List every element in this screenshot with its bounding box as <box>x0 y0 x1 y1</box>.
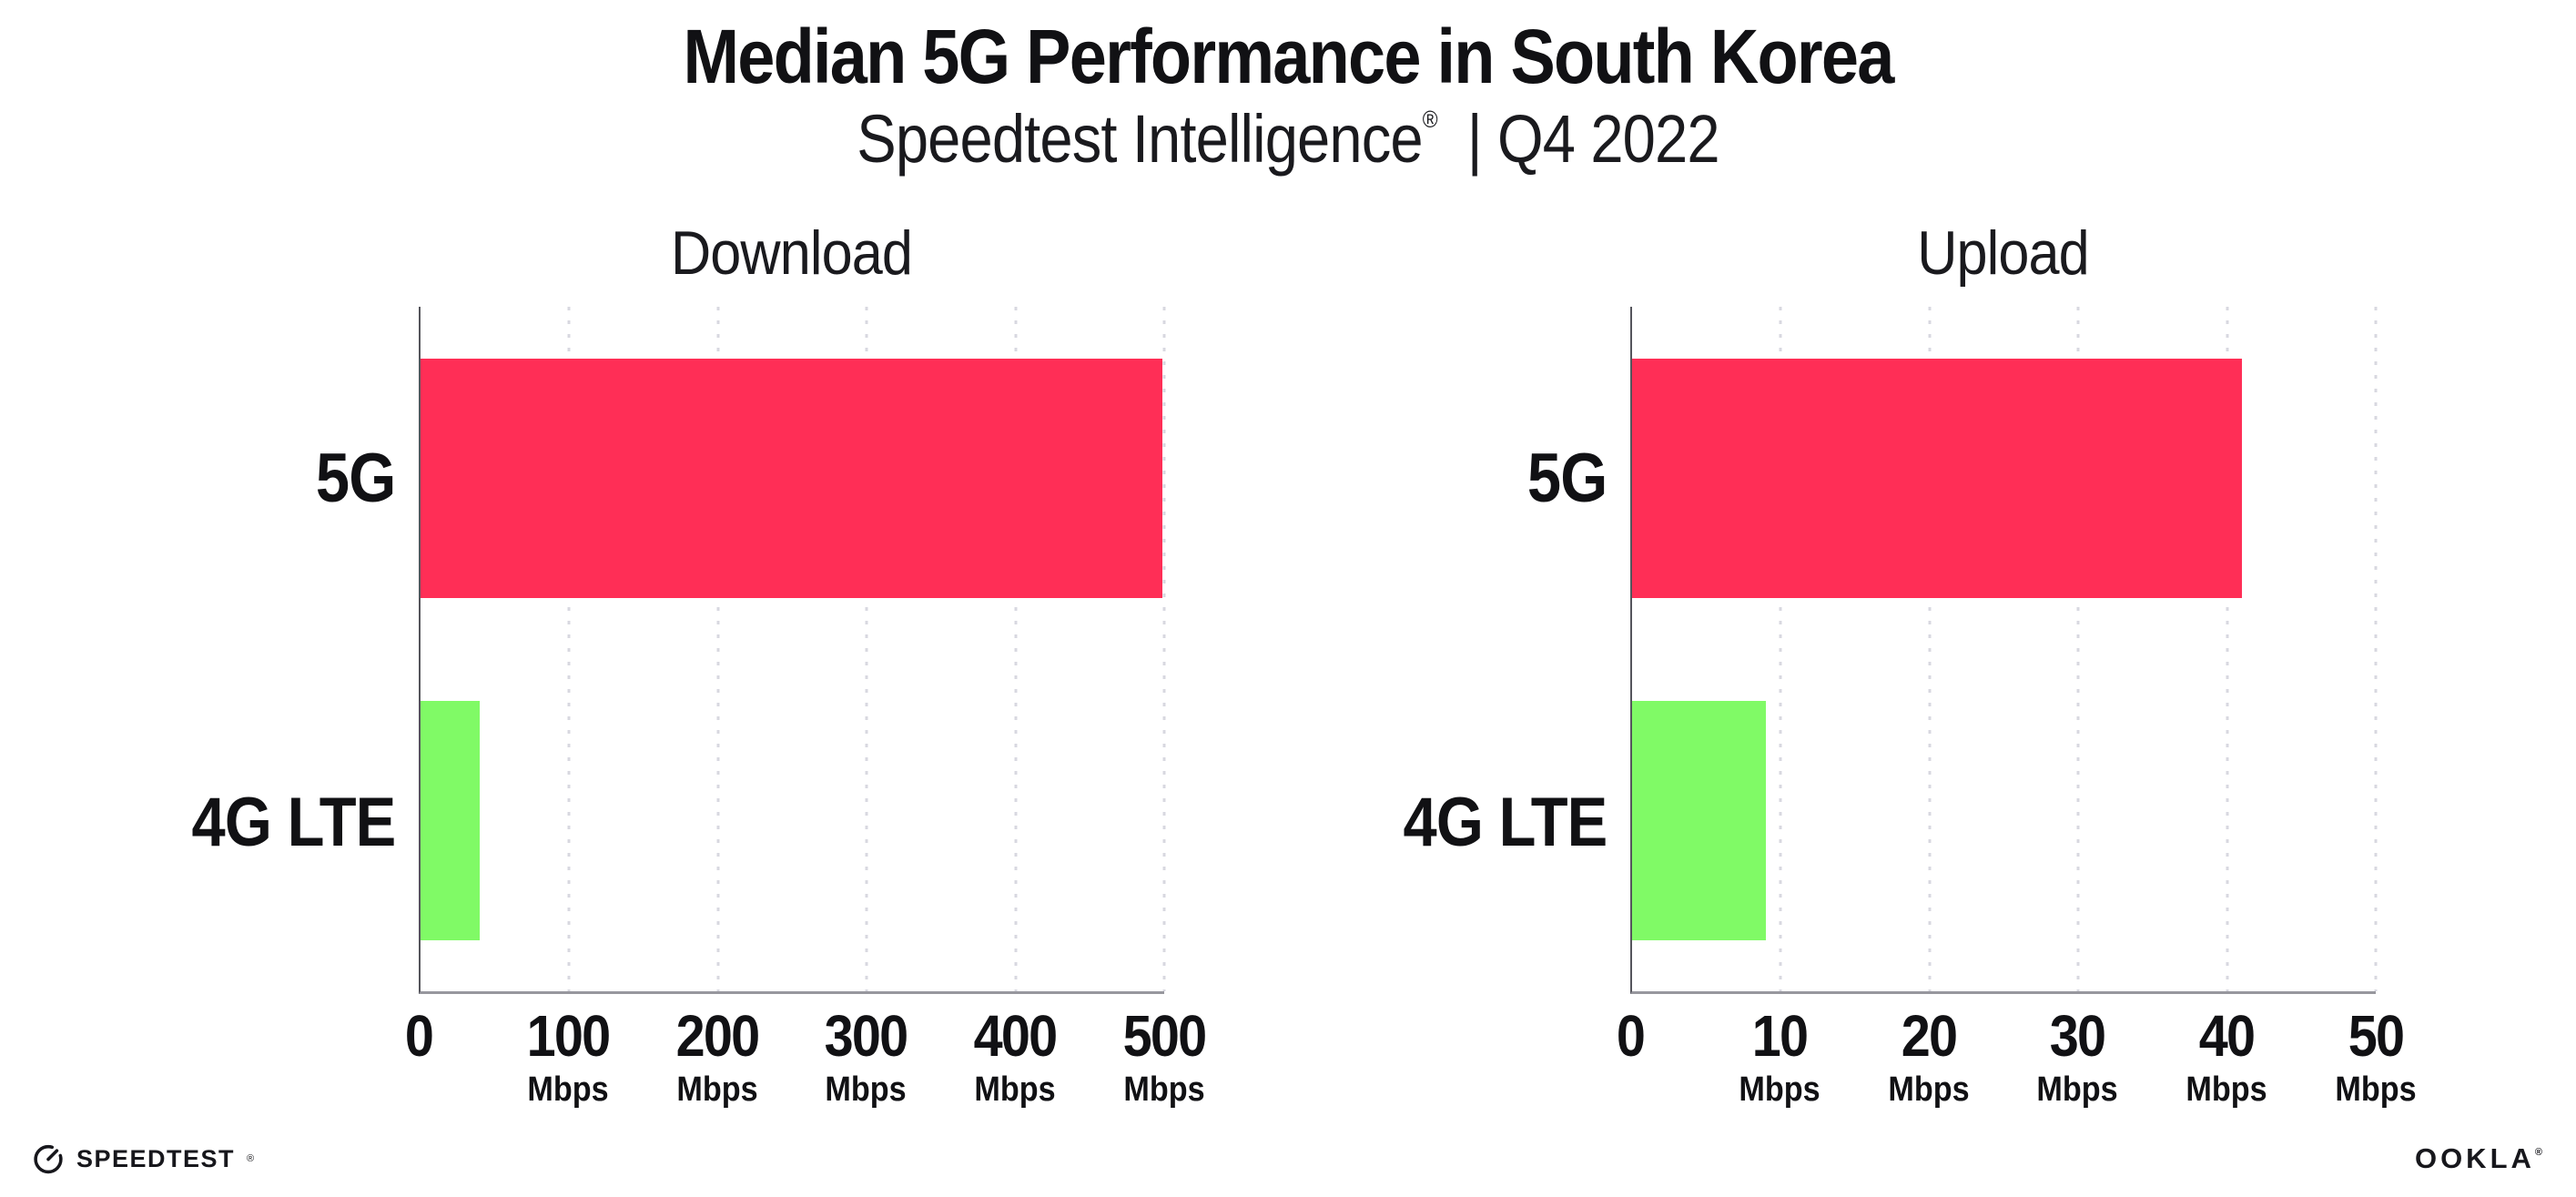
registered-mark-icon: ® <box>1422 106 1438 134</box>
x-tick-label-10: 10 Mbps <box>1739 1003 1820 1110</box>
download-x-axis: 0 100 Mbps 200 Mbps 300 Mbps 400 Mbps 500 Mbps <box>405 1003 1207 1152</box>
bar-4g-lte-upload <box>1632 700 1767 940</box>
download-chart-title: Download <box>671 218 913 289</box>
ookla-logo: OOKLA® <box>2415 1142 2546 1175</box>
speedtest-wordmark: SPEEDTEST <box>76 1144 236 1172</box>
x-tick-label-0: 0 <box>1616 1003 1646 1070</box>
bar-4g-lte-download <box>421 700 481 940</box>
speedtest-registered-icon: ® <box>247 1153 255 1164</box>
charts-row: Download 5G 4G LTE 0 100 Mbps 200 Mbps 300 Mbp… <box>0 218 2576 1152</box>
subtitle-period: | Q4 2022 <box>1466 101 1720 178</box>
band-5g <box>421 307 1164 649</box>
x-tick-label-20: 20 Mbps <box>1887 1003 1970 1110</box>
category-label-4g-lte: 4G LTE <box>191 783 396 861</box>
footer: SPEEDTEST ® OOKLA® <box>0 1141 2576 1177</box>
subtitle-brand: Speedtest Intelligence <box>857 101 1423 178</box>
x-tick-label-50: 50 Mbps <box>2335 1003 2417 1110</box>
x-tick-label-30: 30 Mbps <box>2036 1003 2119 1110</box>
upload-plot-area <box>1630 307 2378 995</box>
category-label-4g-lte: 4G LTE <box>1403 783 1607 861</box>
x-tick-label-400: 400 Mbps <box>973 1003 1058 1110</box>
bar-5g-download <box>421 358 1163 598</box>
subtitle: Speedtest Intelligence® | Q4 2022 <box>155 100 2421 178</box>
x-tick-label-40: 40 Mbps <box>2186 1003 2267 1110</box>
x-tick-label-200: 200 Mbps <box>675 1003 759 1110</box>
upload-chart-panel: Upload 5G 4G LTE 0 10 Mbps 20 Mbps 30 Mbps 40 Mb… <box>1357 218 2417 1152</box>
upload-chart-title: Upload <box>1917 218 2089 289</box>
x-tick-label-500: 500 Mbps <box>1122 1003 1207 1110</box>
speedtest-logo: SPEEDTEST ® <box>30 1141 254 1177</box>
download-chart-panel: Download 5G 4G LTE 0 100 Mbps 200 Mbps 300 Mbp… <box>146 218 1207 1152</box>
ookla-wordmark: OOKLA <box>2414 1142 2535 1174</box>
ookla-registered-icon: ® <box>2534 1147 2546 1158</box>
page-title: Median 5G Performance in South Korea <box>683 14 1894 99</box>
upload-category-labels: 5G 4G LTE <box>1357 307 1630 994</box>
header: Median 5G Performance in South Korea Spe… <box>0 0 2576 178</box>
bar-5g-upload <box>1632 358 2242 598</box>
x-tick-label-100: 100 Mbps <box>526 1003 610 1110</box>
download-category-labels: 5G 4G LTE <box>146 307 419 994</box>
band-5g <box>1632 307 2376 649</box>
band-4g-lte <box>1632 649 2376 991</box>
upload-x-axis: 0 10 Mbps 20 Mbps 30 Mbps 40 Mbps 50 Mbps <box>1617 1003 2417 1152</box>
download-plot-area <box>419 307 1166 995</box>
category-label-5g: 5G <box>1526 440 1607 518</box>
band-4g-lte <box>421 649 1164 991</box>
speedtest-gauge-icon <box>34 1144 63 1174</box>
x-tick-label-0: 0 <box>404 1003 434 1070</box>
category-label-5g: 5G <box>315 440 396 518</box>
x-tick-label-300: 300 Mbps <box>825 1003 908 1110</box>
